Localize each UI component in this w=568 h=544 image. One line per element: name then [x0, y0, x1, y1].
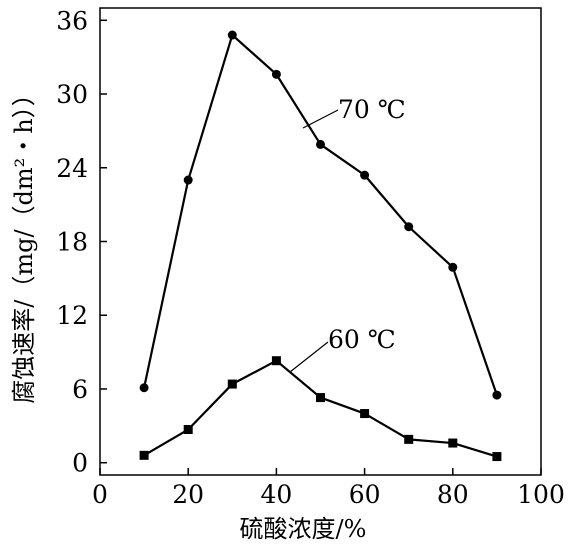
data-point: [227, 379, 237, 389]
data-point: [492, 390, 502, 400]
data-point: [316, 393, 325, 403]
x-tick-label: 100: [517, 480, 565, 509]
y-tick-label: 12: [56, 301, 88, 330]
series-label-leader: [289, 341, 329, 373]
x-axis-title: 硫酸浓度/%: [240, 515, 367, 543]
y-tick-label: 30: [56, 80, 88, 109]
y-tick-label: 0: [72, 449, 88, 478]
series-label-leader: [302, 109, 339, 129]
series-line: [143, 33, 498, 396]
x-tick-label: 20: [172, 480, 204, 509]
data-point: [404, 222, 414, 232]
series-label: 70 ℃: [338, 95, 406, 124]
y-tick-label: 18: [56, 228, 88, 257]
data-point: [448, 438, 458, 448]
data-point: [448, 262, 458, 272]
data-point: [404, 434, 414, 444]
data-point: [183, 175, 193, 185]
x-tick-label: 60: [349, 480, 381, 509]
plot-frame: [99, 7, 542, 476]
axis-ticks: 0 20 40 60 80 100 0 6 12 18 24 30 36: [56, 6, 565, 509]
data-point: [227, 30, 237, 40]
series-label: 60 ℃: [328, 325, 396, 354]
x-tick-label: 40: [260, 480, 292, 509]
x-tick-label: 0: [92, 480, 108, 509]
y-axis-title: 腐蚀速率/（mg/（dm²・h））: [10, 82, 38, 404]
data-point: [183, 425, 193, 435]
data-point: [139, 383, 149, 393]
series-line: [143, 359, 498, 458]
series-markers: [139, 30, 502, 462]
data-point: [360, 409, 370, 419]
y-tick-label: 36: [56, 6, 88, 35]
data-point: [360, 170, 370, 180]
data-point: [139, 450, 149, 460]
data-point: [271, 356, 281, 366]
y-tick-label: 24: [56, 154, 88, 183]
data-point: [492, 452, 502, 462]
series-labels: 70 ℃ 60 ℃: [289, 95, 406, 373]
x-tick-label: 80: [437, 480, 469, 509]
data-point: [271, 69, 281, 79]
data-point: [316, 139, 325, 149]
y-tick-label: 6: [72, 375, 88, 404]
